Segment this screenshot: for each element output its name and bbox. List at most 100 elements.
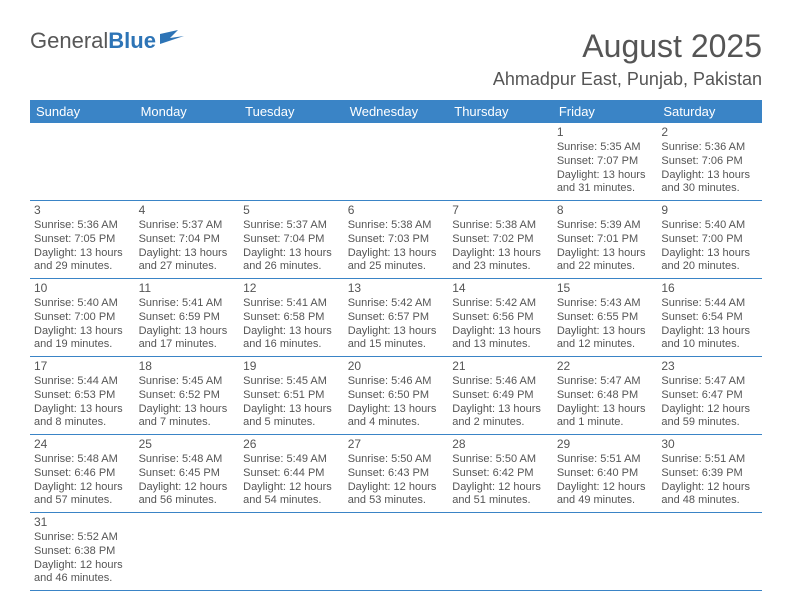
day-number: 14 — [452, 281, 549, 296]
day-number: 17 — [34, 359, 131, 374]
day-number: 30 — [661, 437, 758, 452]
day-header: Sunday — [30, 100, 135, 123]
calendar-day-cell: 25Sunrise: 5:48 AMSunset: 6:45 PMDayligh… — [135, 435, 240, 513]
day-number: 27 — [348, 437, 445, 452]
daylight-text: Daylight: 12 hours and 59 minutes. — [661, 403, 758, 431]
sunset-text: Sunset: 6:54 PM — [661, 311, 758, 325]
sunrise-text: Sunrise: 5:51 AM — [557, 453, 654, 467]
day-number: 21 — [452, 359, 549, 374]
calendar-week-row: 3Sunrise: 5:36 AMSunset: 7:05 PMDaylight… — [30, 201, 762, 279]
daylight-text: Daylight: 13 hours and 27 minutes. — [139, 247, 236, 275]
daylight-text: Daylight: 13 hours and 20 minutes. — [661, 247, 758, 275]
calendar-day-cell: 5Sunrise: 5:37 AMSunset: 7:04 PMDaylight… — [239, 201, 344, 279]
calendar-day-cell: 9Sunrise: 5:40 AMSunset: 7:00 PMDaylight… — [657, 201, 762, 279]
sunset-text: Sunset: 6:49 PM — [452, 389, 549, 403]
sunrise-text: Sunrise: 5:47 AM — [661, 375, 758, 389]
calendar-day-cell: 2Sunrise: 5:36 AMSunset: 7:06 PMDaylight… — [657, 123, 762, 201]
sunrise-text: Sunrise: 5:46 AM — [452, 375, 549, 389]
calendar-day-cell: 8Sunrise: 5:39 AMSunset: 7:01 PMDaylight… — [553, 201, 658, 279]
day-header: Friday — [553, 100, 658, 123]
calendar-day-cell: 21Sunrise: 5:46 AMSunset: 6:49 PMDayligh… — [448, 357, 553, 435]
calendar-day-cell: 3Sunrise: 5:36 AMSunset: 7:05 PMDaylight… — [30, 201, 135, 279]
sunrise-text: Sunrise: 5:47 AM — [557, 375, 654, 389]
page-header: GeneralBlue August 2025 Ahmadpur East, P… — [30, 28, 762, 90]
calendar-day-cell — [239, 513, 344, 591]
calendar-day-cell: 4Sunrise: 5:37 AMSunset: 7:04 PMDaylight… — [135, 201, 240, 279]
sunset-text: Sunset: 6:45 PM — [139, 467, 236, 481]
daylight-text: Daylight: 13 hours and 15 minutes. — [348, 325, 445, 353]
daylight-text: Daylight: 12 hours and 49 minutes. — [557, 481, 654, 509]
daylight-text: Daylight: 12 hours and 54 minutes. — [243, 481, 340, 509]
sunset-text: Sunset: 7:01 PM — [557, 233, 654, 247]
sunset-text: Sunset: 7:05 PM — [34, 233, 131, 247]
calendar-week-row: 17Sunrise: 5:44 AMSunset: 6:53 PMDayligh… — [30, 357, 762, 435]
day-number: 9 — [661, 203, 758, 218]
calendar-day-cell — [135, 123, 240, 201]
day-number: 31 — [34, 515, 131, 530]
calendar-day-cell: 22Sunrise: 5:47 AMSunset: 6:48 PMDayligh… — [553, 357, 658, 435]
day-number: 3 — [34, 203, 131, 218]
sunrise-text: Sunrise: 5:39 AM — [557, 219, 654, 233]
sunset-text: Sunset: 6:48 PM — [557, 389, 654, 403]
daylight-text: Daylight: 13 hours and 29 minutes. — [34, 247, 131, 275]
sunset-text: Sunset: 6:55 PM — [557, 311, 654, 325]
calendar-day-cell — [448, 513, 553, 591]
calendar-week-row: 1Sunrise: 5:35 AMSunset: 7:07 PMDaylight… — [30, 123, 762, 201]
sunrise-text: Sunrise: 5:41 AM — [139, 297, 236, 311]
calendar-day-cell: 23Sunrise: 5:47 AMSunset: 6:47 PMDayligh… — [657, 357, 762, 435]
sunrise-text: Sunrise: 5:38 AM — [348, 219, 445, 233]
daylight-text: Daylight: 13 hours and 16 minutes. — [243, 325, 340, 353]
calendar-day-cell — [553, 513, 658, 591]
calendar-day-cell: 10Sunrise: 5:40 AMSunset: 7:00 PMDayligh… — [30, 279, 135, 357]
daylight-text: Daylight: 13 hours and 19 minutes. — [34, 325, 131, 353]
daylight-text: Daylight: 13 hours and 4 minutes. — [348, 403, 445, 431]
sunrise-text: Sunrise: 5:45 AM — [243, 375, 340, 389]
day-number: 26 — [243, 437, 340, 452]
daylight-text: Daylight: 13 hours and 5 minutes. — [243, 403, 340, 431]
daylight-text: Daylight: 12 hours and 46 minutes. — [34, 559, 131, 587]
location-text: Ahmadpur East, Punjab, Pakistan — [493, 69, 762, 90]
month-title: August 2025 — [493, 28, 762, 65]
brand-part2: Blue — [108, 28, 156, 53]
sunrise-text: Sunrise: 5:40 AM — [34, 297, 131, 311]
title-block: August 2025 Ahmadpur East, Punjab, Pakis… — [493, 28, 762, 90]
day-number: 8 — [557, 203, 654, 218]
sunset-text: Sunset: 6:46 PM — [34, 467, 131, 481]
daylight-text: Daylight: 12 hours and 56 minutes. — [139, 481, 236, 509]
calendar-day-cell — [344, 513, 449, 591]
day-number: 10 — [34, 281, 131, 296]
sunset-text: Sunset: 6:58 PM — [243, 311, 340, 325]
day-number: 4 — [139, 203, 236, 218]
sunset-text: Sunset: 6:52 PM — [139, 389, 236, 403]
calendar-day-cell — [344, 123, 449, 201]
calendar-day-cell: 28Sunrise: 5:50 AMSunset: 6:42 PMDayligh… — [448, 435, 553, 513]
day-number: 11 — [139, 281, 236, 296]
day-header: Thursday — [448, 100, 553, 123]
calendar-table: SundayMondayTuesdayWednesdayThursdayFrid… — [30, 100, 762, 591]
calendar-day-cell: 14Sunrise: 5:42 AMSunset: 6:56 PMDayligh… — [448, 279, 553, 357]
sunset-text: Sunset: 6:47 PM — [661, 389, 758, 403]
sunset-text: Sunset: 7:04 PM — [139, 233, 236, 247]
day-number: 6 — [348, 203, 445, 218]
sunrise-text: Sunrise: 5:37 AM — [243, 219, 340, 233]
sunset-text: Sunset: 7:03 PM — [348, 233, 445, 247]
sunset-text: Sunset: 6:56 PM — [452, 311, 549, 325]
sunset-text: Sunset: 6:50 PM — [348, 389, 445, 403]
daylight-text: Daylight: 13 hours and 30 minutes. — [661, 169, 758, 197]
calendar-day-cell: 18Sunrise: 5:45 AMSunset: 6:52 PMDayligh… — [135, 357, 240, 435]
calendar-day-cell — [135, 513, 240, 591]
day-number: 5 — [243, 203, 340, 218]
sunrise-text: Sunrise: 5:42 AM — [452, 297, 549, 311]
day-number: 15 — [557, 281, 654, 296]
calendar-day-cell — [30, 123, 135, 201]
sunset-text: Sunset: 7:02 PM — [452, 233, 549, 247]
day-number: 24 — [34, 437, 131, 452]
sunrise-text: Sunrise: 5:42 AM — [348, 297, 445, 311]
daylight-text: Daylight: 13 hours and 31 minutes. — [557, 169, 654, 197]
daylight-text: Daylight: 13 hours and 10 minutes. — [661, 325, 758, 353]
flag-icon — [160, 30, 188, 53]
daylight-text: Daylight: 13 hours and 7 minutes. — [139, 403, 236, 431]
daylight-text: Daylight: 13 hours and 23 minutes. — [452, 247, 549, 275]
brand-part1: General — [30, 28, 108, 53]
day-header: Tuesday — [239, 100, 344, 123]
